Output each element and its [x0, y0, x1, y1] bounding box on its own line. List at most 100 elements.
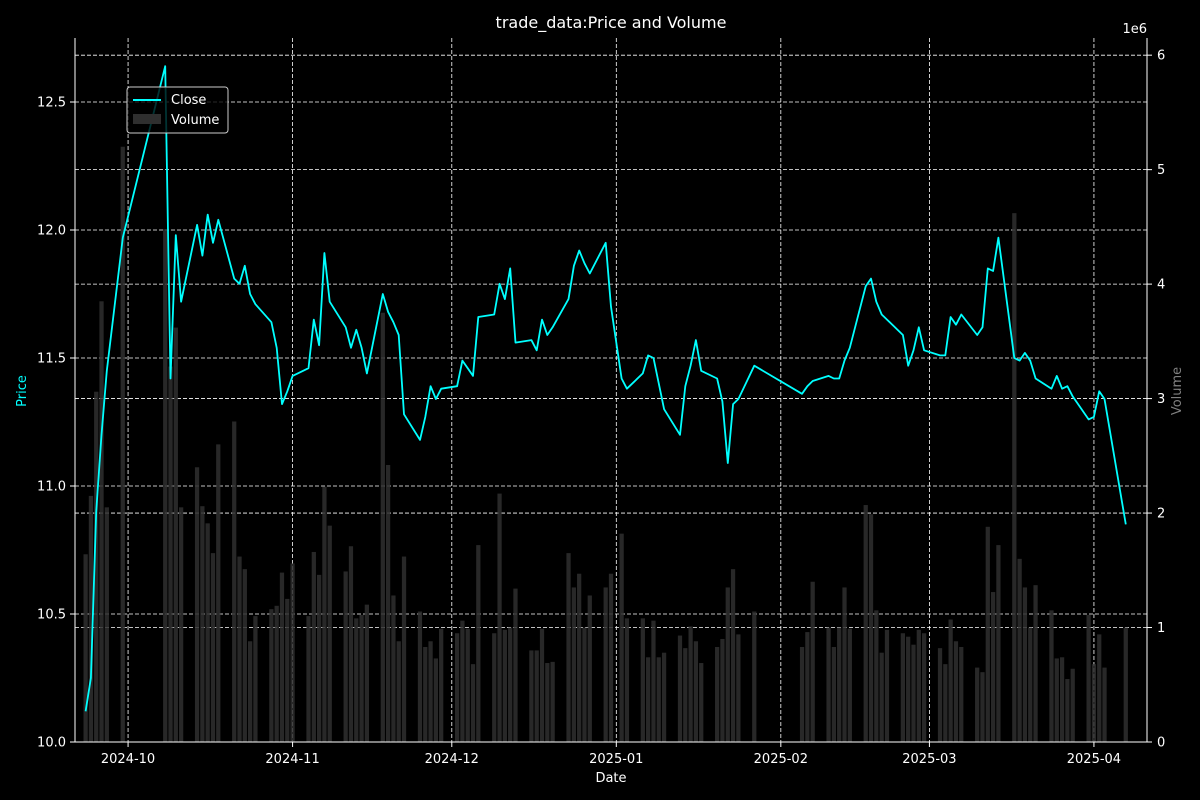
- volume-bar: [529, 650, 534, 742]
- volume-bar: [470, 664, 476, 742]
- volume-bar: [646, 657, 651, 742]
- volume-bar: [120, 146, 125, 742]
- volume-bar: [194, 467, 200, 742]
- volume-bar: [752, 611, 757, 742]
- y2-tick-label: 3: [1157, 392, 1165, 407]
- x-tick-label: 2024-10: [101, 752, 155, 767]
- volume-bar: [1091, 664, 1097, 742]
- volume-bar: [396, 641, 401, 742]
- volume-bar: [937, 648, 943, 742]
- x-tick-label: 2025-04: [1067, 752, 1121, 767]
- volume-bar: [439, 628, 444, 742]
- volume-bar: [242, 569, 247, 742]
- x-tick-label: 2025-01: [589, 752, 643, 767]
- volume-bar: [433, 658, 438, 742]
- volume-bar: [322, 486, 327, 742]
- volume-bar: [842, 587, 847, 742]
- volume-bar: [608, 573, 614, 742]
- volume-bar: [513, 588, 518, 742]
- volume-bar: [465, 628, 470, 742]
- volume-bar: [943, 664, 948, 742]
- volume-bar: [953, 641, 959, 742]
- volume-bar: [699, 663, 704, 742]
- y-tick-label: 10.5: [37, 608, 66, 623]
- volume-bar: [863, 505, 868, 742]
- volume-bar: [497, 493, 502, 742]
- volume-bar: [577, 573, 582, 742]
- volume-bar: [826, 627, 831, 742]
- volume-bar: [232, 421, 237, 742]
- volume-bar: [88, 495, 94, 742]
- volume-bar: [83, 554, 88, 742]
- volume-bar: [730, 569, 736, 742]
- volume-bar: [200, 506, 205, 742]
- volume-bar: [460, 620, 465, 742]
- y2-tick-label: 6: [1157, 49, 1165, 64]
- volume-bar: [1070, 668, 1075, 742]
- volume-bar: [237, 556, 242, 742]
- volume-bar: [545, 663, 550, 742]
- volume-bar: [582, 627, 587, 742]
- legend: Close Volume: [126, 86, 229, 134]
- volume-bar: [285, 598, 290, 742]
- volume-bar: [279, 572, 285, 742]
- volume-bar: [906, 636, 911, 742]
- volume-bar: [216, 444, 221, 742]
- volume-bar: [640, 618, 645, 742]
- volume-bar: [921, 633, 927, 742]
- volume-bar: [651, 620, 656, 742]
- volume-bar: [693, 641, 699, 742]
- x-tick-label: 2024-11: [265, 752, 319, 767]
- close-line: [84, 65, 1127, 712]
- y-axis-title: Price: [15, 375, 30, 407]
- volume-bar: [1059, 657, 1065, 742]
- volume-bar: [847, 628, 852, 742]
- volume-bar: [168, 366, 173, 742]
- volume-bar: [571, 587, 576, 742]
- axes-layer: 10.0 10.5 11.0 11.5 12.0 12.5 0 1 2 3 4 5 6 2024-10 20…: [37, 38, 1165, 767]
- volume-bar: [736, 634, 741, 742]
- volume-bar: [656, 657, 661, 742]
- volume-bar: [492, 633, 497, 742]
- volume-bar: [916, 629, 921, 742]
- legend-close-label: Close: [171, 93, 206, 108]
- volume-bar: [104, 507, 109, 742]
- volume-bar: [715, 646, 720, 742]
- y2-tick-label: 0: [1157, 736, 1165, 751]
- volume-bar: [401, 556, 407, 742]
- volume-bar: [1049, 610, 1054, 742]
- volume-bar: [725, 587, 730, 742]
- y-tick-label: 11.5: [37, 352, 66, 367]
- volume-bar: [205, 523, 210, 742]
- volume-bar: [810, 581, 815, 742]
- volume-bar: [900, 633, 906, 742]
- volume-bar: [868, 514, 874, 742]
- volume-bar: [990, 592, 996, 742]
- volume-bar: [879, 652, 884, 742]
- x-tick-label: 2025-03: [902, 752, 956, 767]
- volume-bar: [948, 619, 953, 742]
- volume-bar: [380, 312, 385, 742]
- volume-bar: [94, 391, 99, 742]
- x-tick-label: 2025-02: [754, 752, 808, 767]
- volume-bar: [316, 574, 322, 742]
- volume-bar: [391, 595, 396, 742]
- volume-bar: [985, 526, 990, 742]
- volume-bar: [587, 595, 592, 742]
- y2-tick-label: 2: [1157, 507, 1165, 522]
- volume-bar: [534, 650, 539, 742]
- volume-bar: [975, 667, 980, 742]
- volume-bar: [1097, 634, 1102, 742]
- volume-bar: [508, 627, 513, 742]
- volume-bar: [683, 648, 688, 742]
- volume-bar: [805, 632, 810, 742]
- volume-bar: [173, 327, 178, 742]
- volume-bar: [364, 604, 370, 742]
- volume-bar: [179, 507, 184, 742]
- volume-bar: [619, 533, 624, 742]
- volume-bar: [603, 587, 608, 742]
- volume-bar: [502, 629, 507, 742]
- y-tick-label: 12.5: [37, 96, 66, 111]
- volume-bar: [550, 661, 555, 742]
- volume-bar: [210, 553, 216, 742]
